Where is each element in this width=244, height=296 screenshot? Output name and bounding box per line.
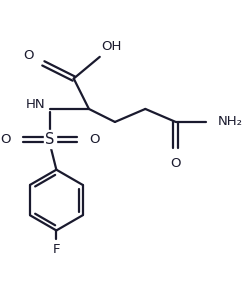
Text: S: S xyxy=(45,132,54,147)
Text: HN: HN xyxy=(26,98,45,111)
Text: O: O xyxy=(171,157,181,170)
Text: NH₂: NH₂ xyxy=(218,115,243,128)
Text: O: O xyxy=(89,133,99,146)
Text: OH: OH xyxy=(101,39,121,52)
Text: F: F xyxy=(53,244,60,257)
Text: O: O xyxy=(0,133,11,146)
Text: O: O xyxy=(23,49,34,62)
